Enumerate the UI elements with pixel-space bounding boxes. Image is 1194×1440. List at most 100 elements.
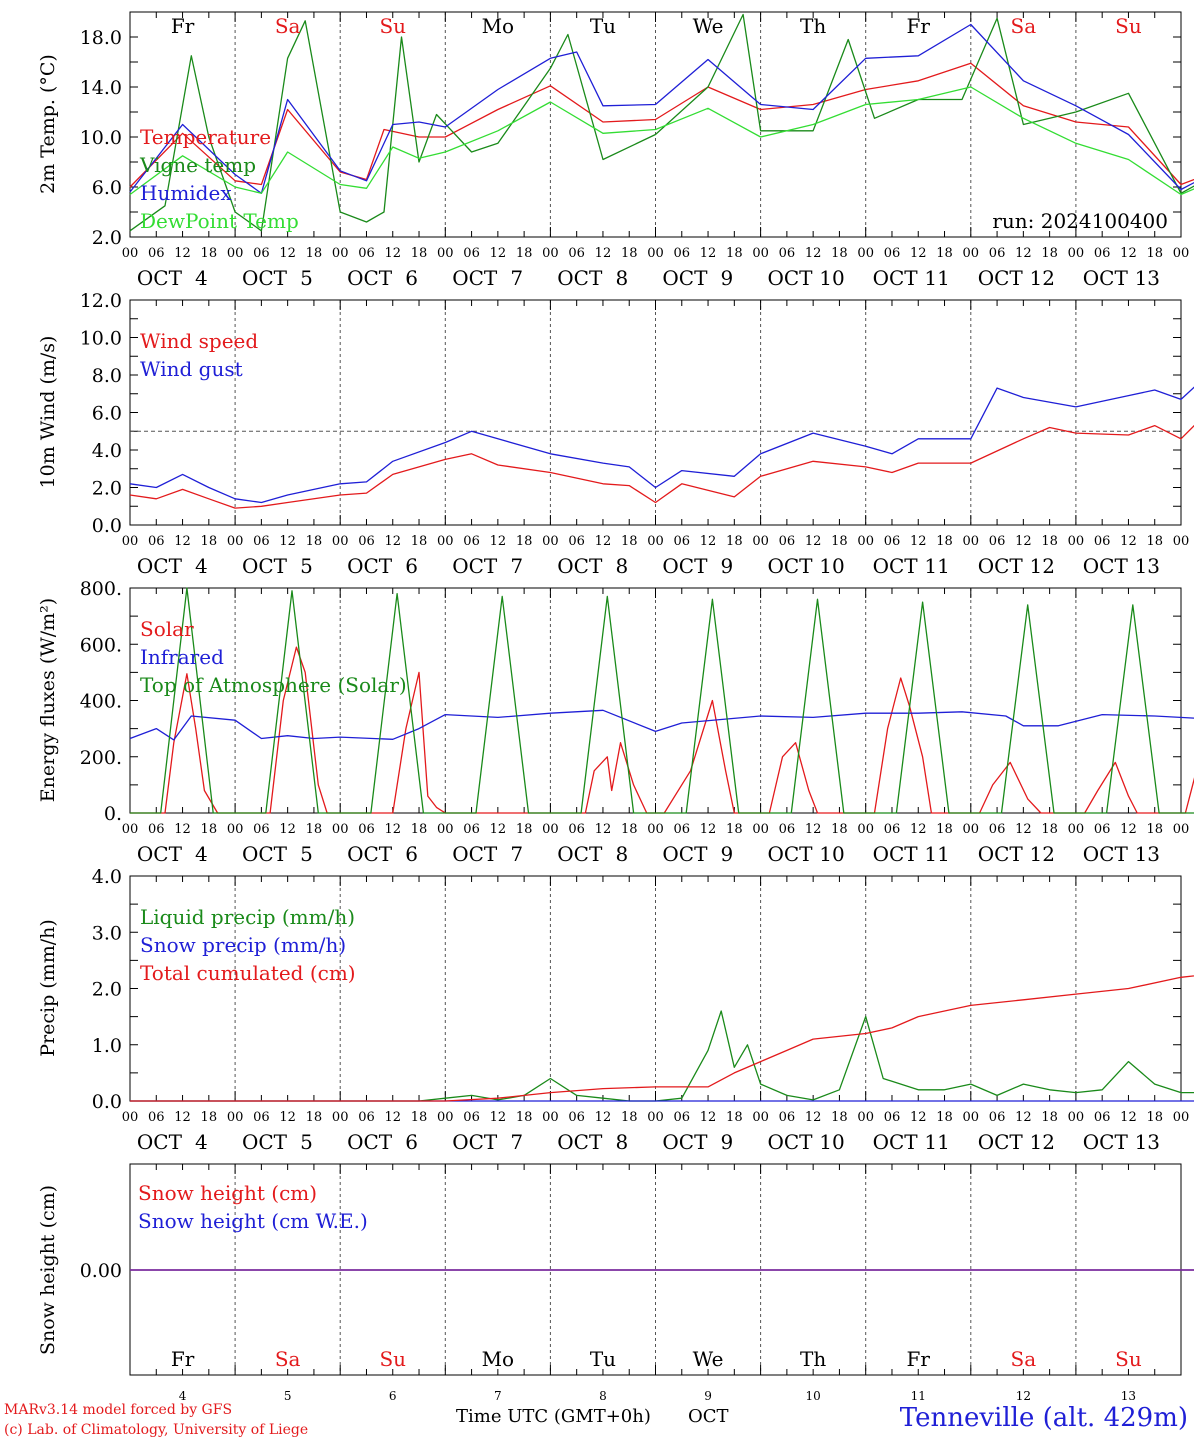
hour-tick-label: 12 [595,1110,612,1125]
y-tick-label: 200. [80,747,122,769]
hour-tick-label: 18 [201,534,218,549]
hour-tick-label: 18 [516,246,533,261]
legend-entry: Snow precip (mm/h) [140,933,346,957]
hour-tick-label: 12 [700,246,717,261]
series-line-infrared [129,709,1194,741]
y-tick-label: 2.0 [92,227,122,249]
hour-tick-label: 12 [174,246,191,261]
hour-tick-label: 06 [463,246,480,261]
date-label: OCT [452,266,498,290]
hour-tick-label: 00 [1173,534,1190,549]
hour-tick-label: 18 [516,1110,533,1125]
day-label: Sa [1011,1347,1037,1371]
hour-tick-label: 18 [936,246,953,261]
hour-tick-label: 18 [306,534,323,549]
hour-tick-label: 00 [1068,1110,1085,1125]
hour-tick-label: 00 [542,822,559,837]
legend-entry: Wind gust [140,357,243,381]
hour-tick-label: 12 [910,1110,927,1125]
date-label: 13 [1135,266,1160,290]
hour-tick-label: 06 [884,534,901,549]
date-label: OCT [452,842,498,866]
hour-tick-label: 06 [463,1110,480,1125]
date-label: 5 [300,554,313,578]
hour-tick-label: 00 [752,246,769,261]
date-label: OCT [662,554,708,578]
day-label: Fr [907,14,931,38]
date-label: 12 [1029,266,1054,290]
y-tick-label: 0.0 [92,1091,122,1113]
y-axis-title: 2m Temp. (°C) [37,54,59,194]
hour-tick-label: 00 [963,534,980,549]
hour-tick-label: 00 [437,1110,454,1125]
hour-tick-label: 18 [831,822,848,837]
hour-tick-label: 06 [674,246,691,261]
legend-entry: Snow height (cm) [138,1181,317,1205]
y-tick-label: 10.0 [80,328,122,350]
hour-tick-label: 06 [358,246,375,261]
hour-tick-label: 06 [989,822,1006,837]
series-line-total-cumulated-cm [130,975,1194,1102]
hour-tick-label: 00 [857,534,874,549]
day-label: Th [800,14,826,38]
hour-tick-label: 00 [752,534,769,549]
hour-tick-label: 06 [148,822,165,837]
hour-tick-label: 12 [384,534,401,549]
date-label: 8 [615,1130,628,1154]
hour-tick-label: 12 [1015,534,1032,549]
hour-tick-label: 06 [568,1110,585,1125]
hour-tick-label: 18 [621,822,638,837]
hour-tick-label: 00 [647,822,664,837]
hour-tick-label: 00 [122,534,139,549]
hour-tick-label: 18 [516,534,533,549]
hour-tick-label: 00 [963,822,980,837]
date-label: OCT [1083,266,1129,290]
hour-tick-label: 06 [779,246,796,261]
y-axis-title: Energy fluxes (W/m²) [37,598,59,802]
date-label: 7 [510,266,523,290]
date-label: 9 [721,842,734,866]
date-label: OCT [873,1130,919,1154]
date-label: OCT [557,1130,603,1154]
hour-tick-label: 12 [174,1110,191,1125]
date-label: 13 [1135,554,1160,578]
hour-tick-label: 12 [490,246,507,261]
station-name: Tenneville (alt. 429m) [900,1403,1188,1433]
date-label: OCT [873,266,919,290]
hour-tick-label: 06 [568,246,585,261]
hour-tick-label: 00 [332,822,349,837]
hour-tick-label: 06 [568,534,585,549]
y-axis-title: Snow height (cm) [37,1185,59,1355]
hour-tick-label: 06 [148,1110,165,1125]
hour-tick-label: 06 [779,822,796,837]
hour-tick-label: 00 [963,246,980,261]
date-label: 7 [510,1130,523,1154]
hour-tick-label: 18 [936,534,953,549]
hour-tick-label: 06 [148,534,165,549]
date-label: OCT [242,842,288,866]
y-tick-label: 4.0 [92,866,122,888]
legend-entry: DewPoint Temp [140,209,299,233]
y-tick-label: 0.0 [92,515,122,537]
hour-tick-label: 12 [910,246,927,261]
hour-tick-label: 06 [779,534,796,549]
hour-tick-label: 00 [963,1110,980,1125]
legend-entry: Infrared [140,645,224,669]
series-line-wind-speed [129,424,1194,509]
hour-tick-label: 06 [358,534,375,549]
hour-tick-label: 12 [700,1110,717,1125]
series-line-top-of-atmosphere-solar [130,587,1194,814]
panel-4: 0.0 1.0 2.0 3.0 4.0 Precip (mm/h) Liquid preci… [37,866,1194,1154]
date-label: OCT [767,554,813,578]
date-label: OCT [557,266,603,290]
hour-tick-label: 12 [279,1110,296,1125]
hour-tick-label: 12 [174,534,191,549]
time-axis-month: OCT [688,1406,729,1427]
date-label: 12 [1029,554,1054,578]
hour-tick-label: 00 [1068,534,1085,549]
y-tick-label: 400. [80,691,122,713]
hour-tick-label: 18 [831,246,848,261]
hour-tick-label: 12 [279,534,296,549]
y-tick-label: 6.0 [92,403,122,425]
series-line-solar [130,646,1194,814]
